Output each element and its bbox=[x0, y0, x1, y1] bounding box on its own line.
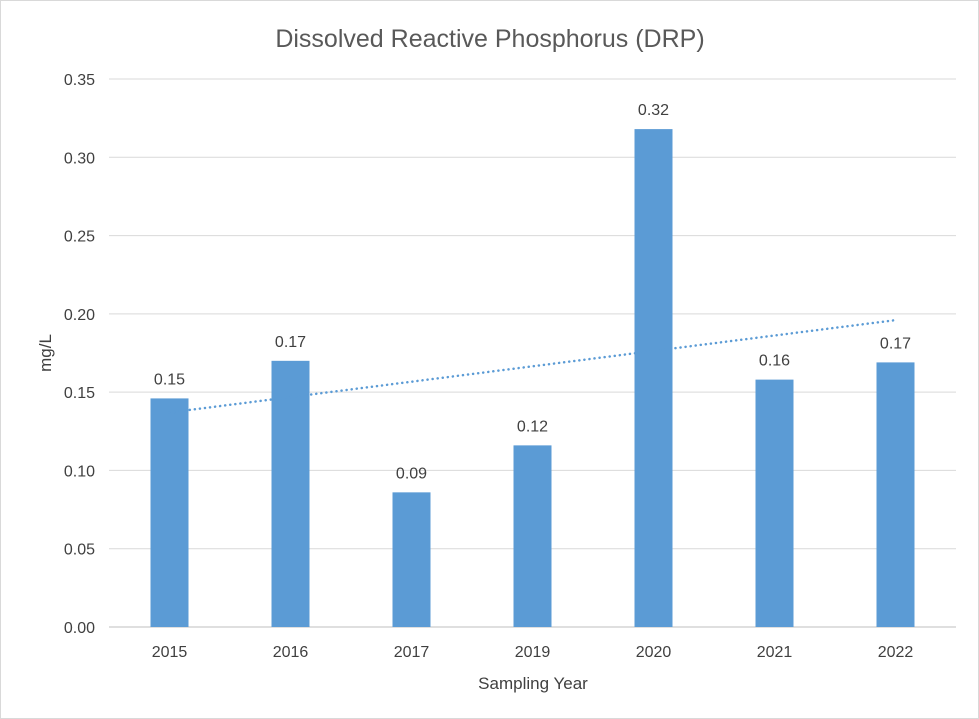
y-tick-label: 0.05 bbox=[64, 542, 95, 559]
data-label: 0.15 bbox=[154, 371, 185, 388]
data-label: 0.09 bbox=[396, 465, 427, 482]
bar-2015 bbox=[150, 398, 189, 627]
x-tick-label: 2020 bbox=[636, 644, 672, 661]
x-tick-label: 2015 bbox=[152, 644, 188, 661]
y-tick-label: 0.15 bbox=[64, 385, 95, 402]
x-tick-label: 2019 bbox=[515, 644, 551, 661]
trendline bbox=[168, 318, 897, 414]
bar-2021 bbox=[755, 379, 794, 627]
y-tick-label: 0.00 bbox=[64, 620, 95, 637]
data-label: 0.16 bbox=[759, 353, 790, 370]
x-tick-label: 2022 bbox=[878, 644, 914, 661]
bar-2020 bbox=[634, 129, 673, 628]
x-axis-ticks: 2015 2016 2017 2019 2020 2021 2022 bbox=[152, 644, 914, 661]
x-axis-title: Sampling Year bbox=[478, 674, 588, 693]
y-axis-title: mg/L bbox=[36, 334, 55, 372]
bar-2019 bbox=[513, 445, 552, 627]
trendline-group bbox=[168, 318, 897, 414]
y-tick-label: 0.20 bbox=[64, 307, 95, 324]
chart-title: Dissolved Reactive Phosphorus (DRP) bbox=[275, 25, 704, 53]
bar-2022 bbox=[876, 362, 915, 627]
data-labels: 0.15 0.17 0.09 0.12 0.32 0.16 0.17 bbox=[154, 102, 911, 482]
data-label: 0.12 bbox=[517, 418, 548, 435]
data-label: 0.17 bbox=[275, 334, 306, 351]
x-tick-label: 2016 bbox=[273, 644, 309, 661]
data-label: 0.17 bbox=[880, 335, 911, 352]
bar-2017 bbox=[392, 492, 431, 627]
y-tick-label: 0.30 bbox=[64, 150, 95, 167]
y-tick-label: 0.25 bbox=[64, 229, 95, 246]
data-label: 0.32 bbox=[638, 102, 669, 119]
y-tick-label: 0.10 bbox=[64, 463, 95, 480]
bar-2016 bbox=[271, 360, 310, 627]
x-tick-label: 2017 bbox=[394, 644, 430, 661]
x-tick-label: 2021 bbox=[757, 644, 793, 661]
bars bbox=[150, 129, 915, 628]
y-axis-ticks: 0.00 0.05 0.10 0.15 0.20 0.25 0.30 0.35 bbox=[64, 72, 95, 637]
y-tick-label: 0.35 bbox=[64, 72, 95, 89]
